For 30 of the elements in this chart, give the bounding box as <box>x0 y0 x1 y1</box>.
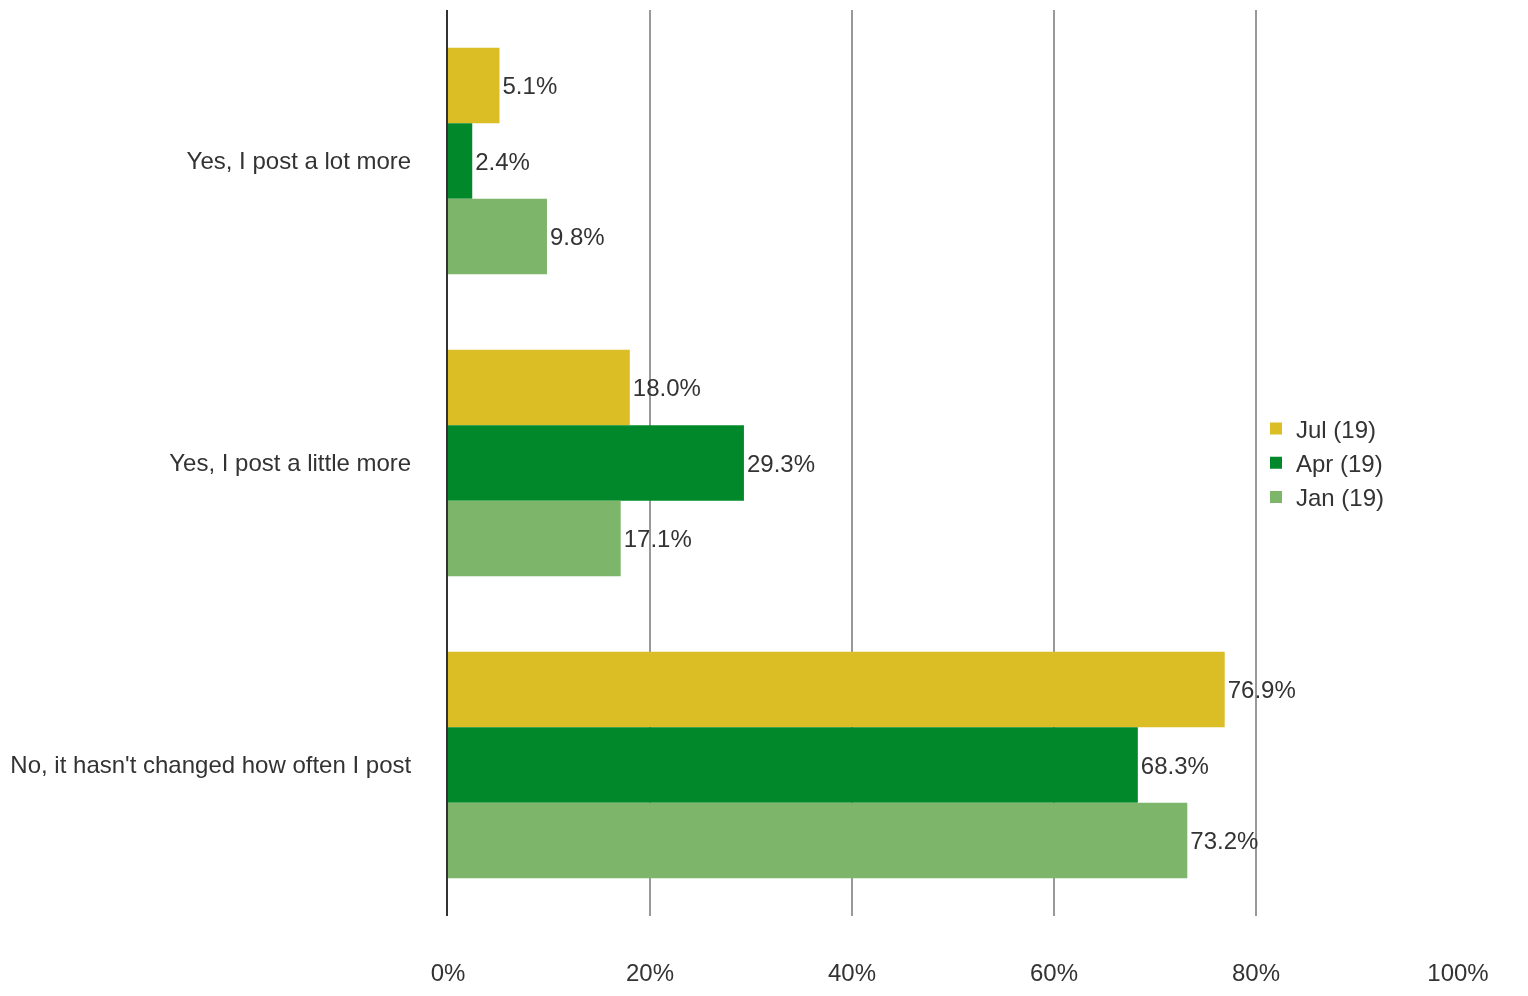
data-label: 76.9% <box>1227 676 1296 703</box>
x-tick-label: 80% <box>1231 959 1281 986</box>
x-tick-label: 60% <box>1029 959 1079 986</box>
x-tick-label: 0% <box>430 959 466 986</box>
data-label: 17.1% <box>623 525 692 552</box>
bar <box>448 349 630 426</box>
y-tick-label: Yes, I post a lot more <box>186 147 412 175</box>
bar <box>448 500 621 577</box>
bar <box>448 727 1138 803</box>
legend-label: Jan (19) <box>1296 484 1385 512</box>
y-tick-label: No, it hasn't changed how often I post <box>10 751 412 779</box>
bar <box>448 802 1188 879</box>
legend-label: Jul (19) <box>1296 415 1377 443</box>
bar <box>448 198 547 275</box>
bar <box>448 123 473 199</box>
legend-label: Apr (19) <box>1296 450 1383 478</box>
bar <box>448 651 1225 728</box>
bar <box>448 47 500 124</box>
y-tick-label: Yes, I post a little more <box>169 449 412 477</box>
data-label: 68.3% <box>1140 751 1209 779</box>
data-label: 18.0% <box>632 374 701 401</box>
data-label: 2.4% <box>475 147 530 175</box>
data-label: 73.2% <box>1190 827 1259 854</box>
bar <box>448 425 744 501</box>
data-label: 9.8% <box>549 223 605 250</box>
x-tick-label: 20% <box>625 959 675 986</box>
data-label: 5.1% <box>502 72 558 99</box>
data-label: 29.3% <box>746 449 815 477</box>
x-tick-label: 100% <box>1427 959 1489 986</box>
x-tick-label: 40% <box>827 959 877 986</box>
